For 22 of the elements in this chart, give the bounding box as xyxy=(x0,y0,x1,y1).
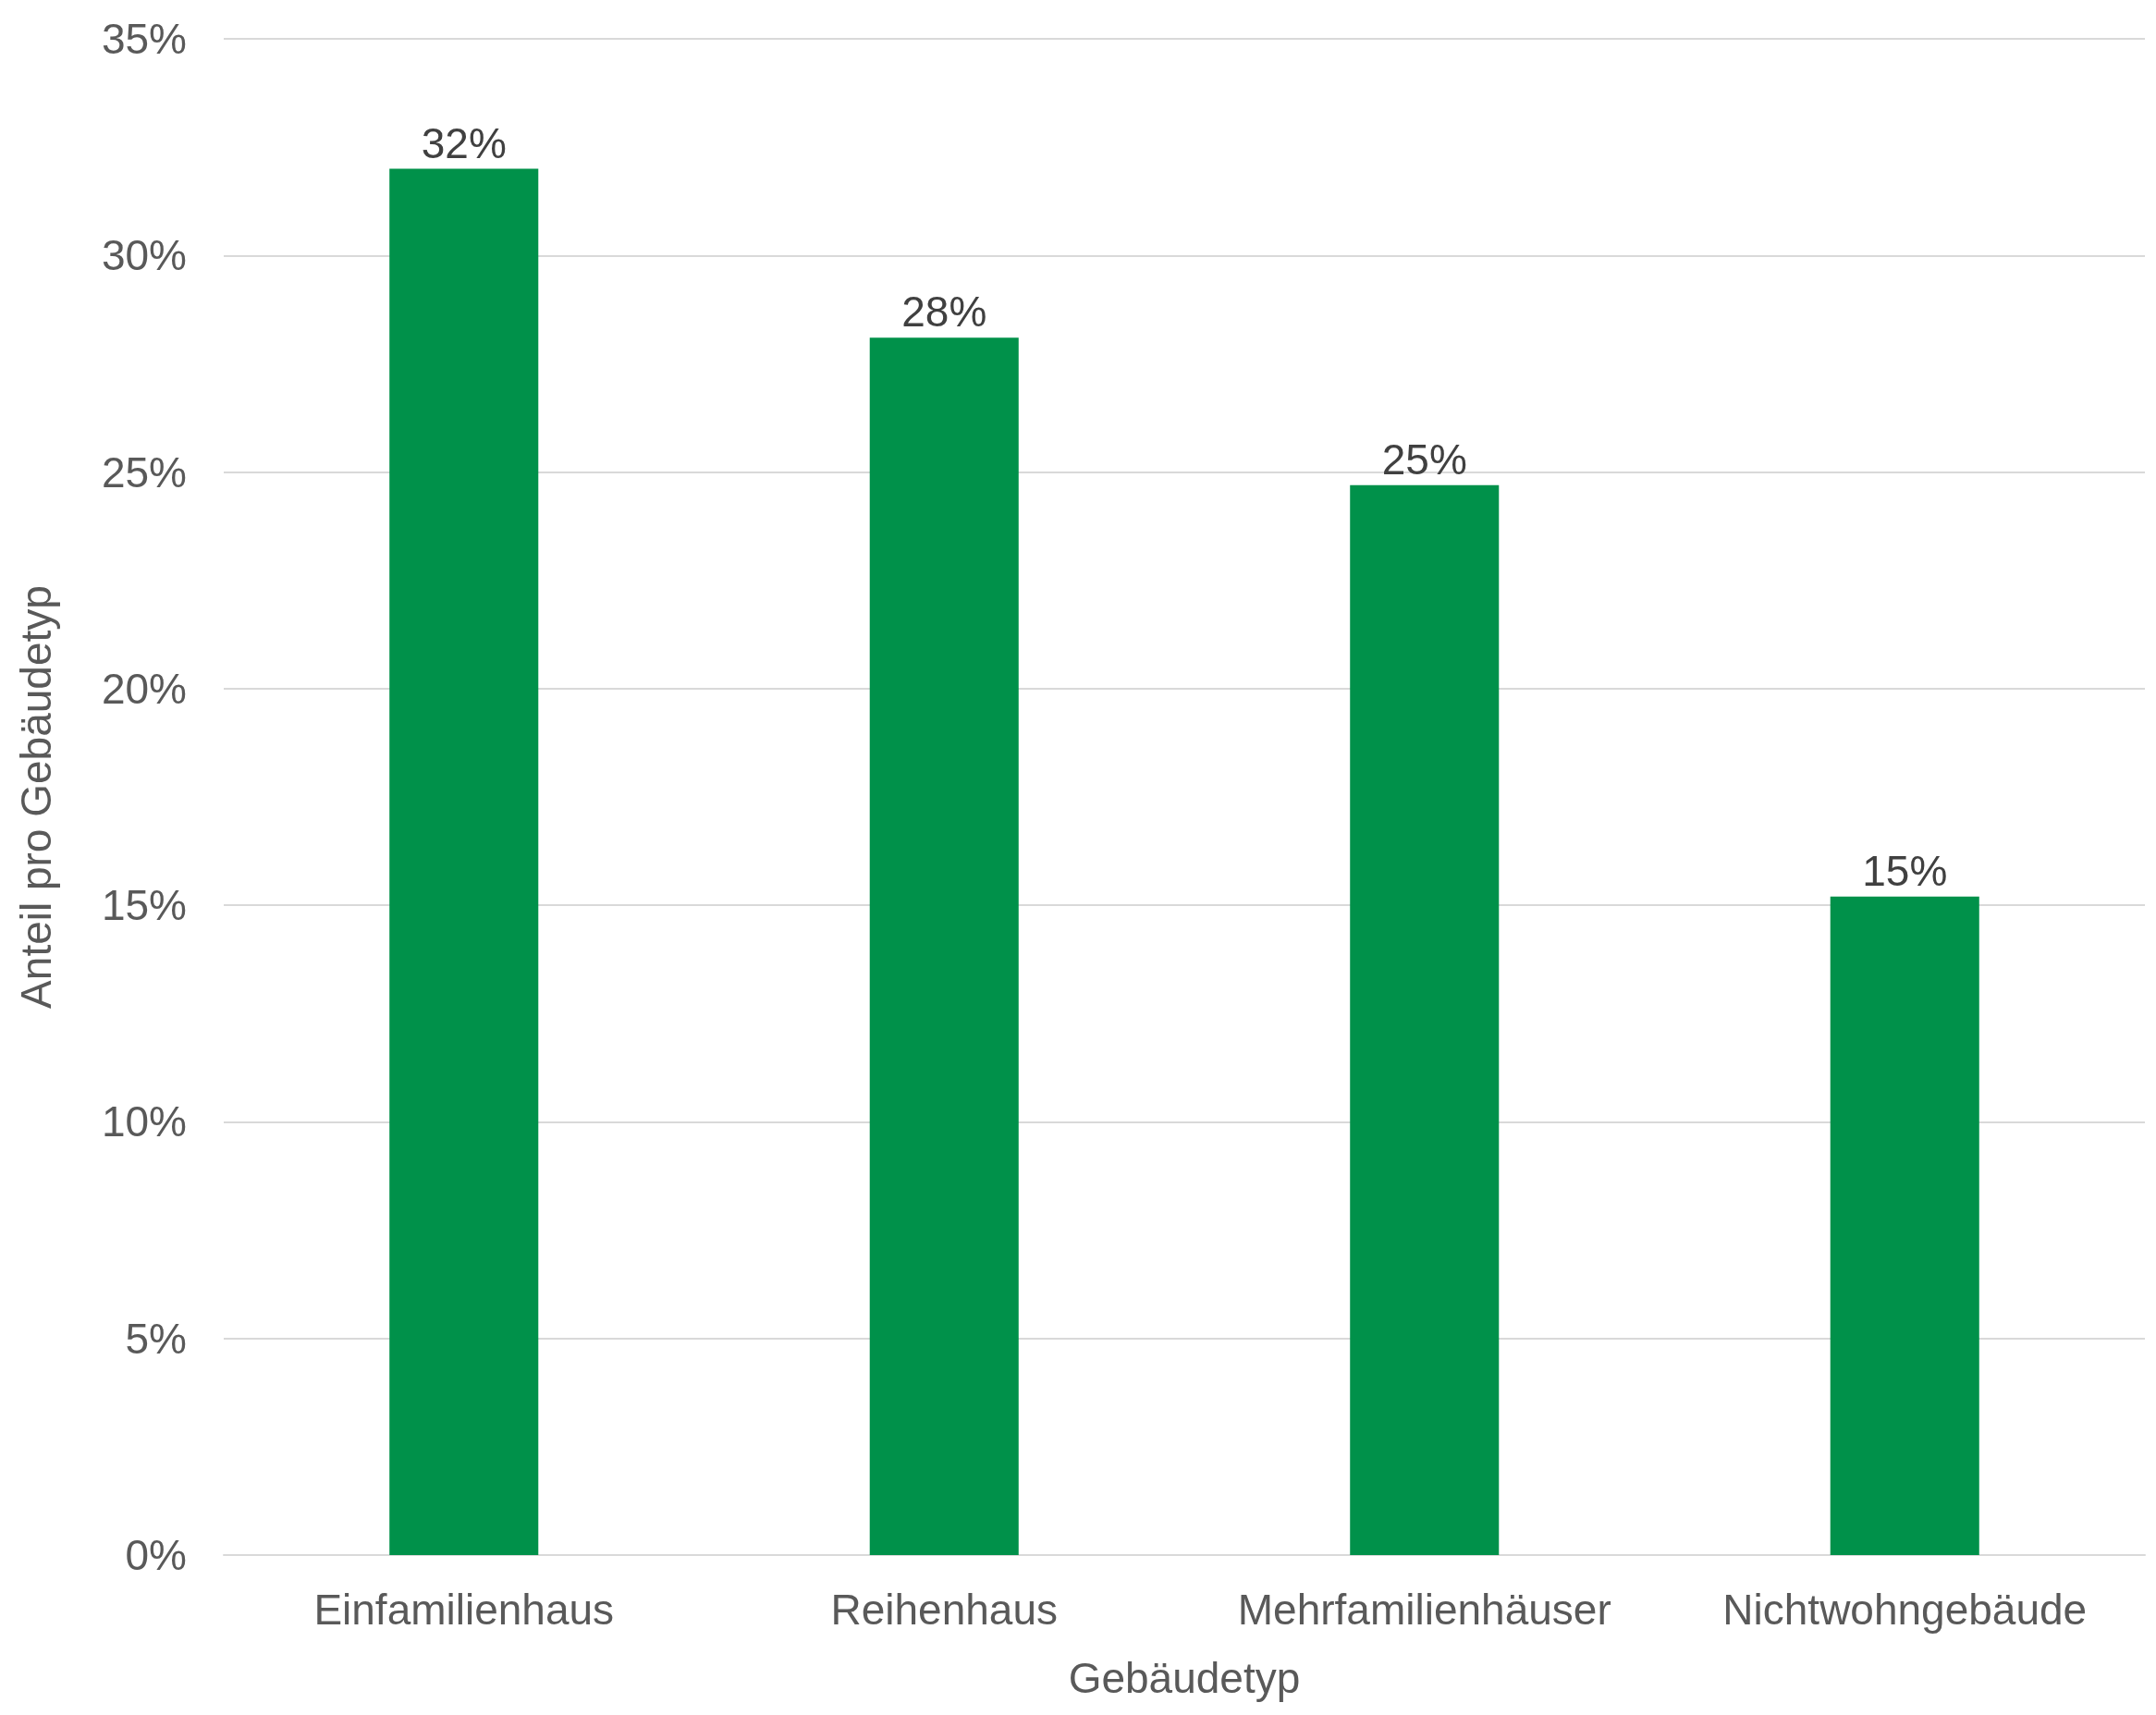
data-label: 28% xyxy=(901,288,987,337)
x-tick-label: Nichtwohngebäude xyxy=(1722,1586,2088,1634)
y-tick-label: 10% xyxy=(101,1097,187,1146)
y-tick-label: 15% xyxy=(101,881,187,930)
bar xyxy=(1350,484,1500,1555)
y-tick-label: 30% xyxy=(101,231,187,280)
x-tick-label: Mehrfamilienhäuser xyxy=(1237,1586,1611,1634)
data-label: 25% xyxy=(1381,435,1467,484)
x-tick-label: Einfamilienhaus xyxy=(313,1586,615,1634)
y-tick-label: 5% xyxy=(125,1314,187,1363)
bar xyxy=(389,168,539,1555)
y-axis-title: Anteil pro Gebäudetyp xyxy=(12,585,60,1009)
bar xyxy=(869,337,1019,1555)
y-tick-label: 35% xyxy=(101,15,187,63)
y-tick-label: 20% xyxy=(101,664,187,713)
y-tick-label: 25% xyxy=(101,447,187,496)
bar xyxy=(1830,896,1979,1555)
x-tick-label: Reihenhaus xyxy=(830,1586,1059,1634)
data-label: 32% xyxy=(421,118,507,167)
x-axis-title: Gebäudetyp xyxy=(1068,1654,1301,1702)
y-tick-label: 0% xyxy=(125,1531,187,1579)
data-label: 15% xyxy=(1862,846,1948,895)
